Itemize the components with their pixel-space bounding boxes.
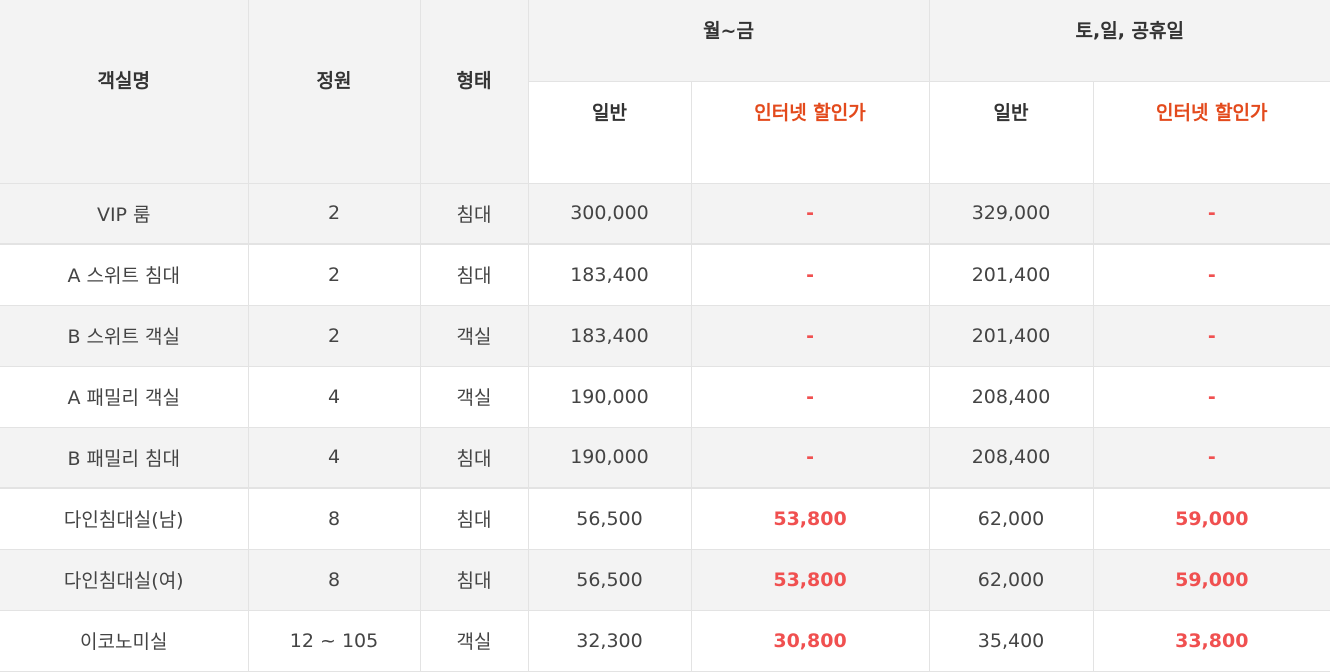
weekend-online-cell: -: [1093, 427, 1330, 489]
weekday-regular-cell: 183,400: [528, 243, 692, 306]
weekday-regular-cell: 300,000: [528, 183, 692, 245]
room-name-cell: 다인침대실(여): [0, 549, 249, 611]
header-weekend-online: 인터넷 할인가: [1093, 81, 1330, 184]
type-cell: 객실: [420, 305, 529, 367]
table-row: B 스위트 객실 2 객실 183,400 - 201,400 -: [0, 305, 1330, 367]
table-row: B 패밀리 침대 4 침대 190,000 - 208,400 -: [0, 427, 1330, 489]
room-name-cell: VIP 룸: [0, 183, 249, 245]
header-capacity: 정원: [248, 0, 421, 184]
type-cell: 객실: [420, 366, 529, 428]
weekday-regular-cell: 190,000: [528, 366, 692, 428]
table-row: 다인침대실(여) 8 침대 56,500 53,800 62,000 59,00…: [0, 549, 1330, 611]
capacity-cell: 8: [248, 549, 421, 611]
weekday-regular-cell: 183,400: [528, 305, 692, 367]
type-cell: 침대: [420, 487, 529, 550]
capacity-cell: 2: [248, 183, 421, 245]
table-row: A 패밀리 객실 4 객실 190,000 - 208,400 -: [0, 366, 1330, 428]
header-weekday-regular: 일반: [528, 81, 692, 184]
header-weekend-regular: 일반: [929, 81, 1094, 184]
weekday-online-cell: 53,800: [691, 549, 930, 611]
room-name-cell: A 패밀리 객실: [0, 366, 249, 428]
weekend-regular-cell: 35,400: [929, 610, 1094, 672]
weekday-online-cell: 30,800: [691, 610, 930, 672]
weekday-online-cell: -: [691, 183, 930, 245]
type-cell: 객실: [420, 610, 529, 672]
table-row: A 스위트 침대 2 침대 183,400 - 201,400 -: [0, 243, 1330, 306]
room-name-cell: 이코노미실: [0, 610, 249, 672]
room-name-cell: B 패밀리 침대: [0, 427, 249, 489]
weekday-regular-cell: 56,500: [528, 487, 692, 550]
weekend-regular-cell: 208,400: [929, 427, 1094, 489]
weekend-regular-cell: 201,400: [929, 305, 1094, 367]
table-row: 다인침대실(남) 8 침대 56,500 53,800 62,000 59,00…: [0, 487, 1330, 550]
capacity-cell: 4: [248, 427, 421, 489]
weekend-online-cell: -: [1093, 366, 1330, 428]
weekday-online-cell: 53,800: [691, 487, 930, 550]
weekday-regular-cell: 56,500: [528, 549, 692, 611]
weekday-online-cell: -: [691, 243, 930, 306]
weekday-regular-cell: 190,000: [528, 427, 692, 489]
weekday-online-cell: -: [691, 427, 930, 489]
weekend-regular-cell: 201,400: [929, 243, 1094, 306]
weekend-online-cell: -: [1093, 183, 1330, 245]
header-weekday-online: 인터넷 할인가: [691, 81, 930, 184]
weekday-regular-cell: 32,300: [528, 610, 692, 672]
capacity-cell: 12 ~ 105: [248, 610, 421, 672]
room-name-cell: B 스위트 객실: [0, 305, 249, 367]
capacity-cell: 2: [248, 243, 421, 306]
type-cell: 침대: [420, 427, 529, 489]
type-cell: 침대: [420, 243, 529, 306]
table-row: VIP 룸 2 침대 300,000 - 329,000 -: [0, 183, 1330, 245]
header-room-name: 객실명: [0, 0, 249, 184]
capacity-cell: 2: [248, 305, 421, 367]
table-row: 이코노미실 12 ~ 105 객실 32,300 30,800 35,400 3…: [0, 610, 1330, 672]
room-name-cell: A 스위트 침대: [0, 243, 249, 306]
weekend-online-cell: 59,000: [1093, 549, 1330, 611]
capacity-cell: 8: [248, 487, 421, 550]
weekend-online-cell: -: [1093, 243, 1330, 306]
type-cell: 침대: [420, 549, 529, 611]
room-name-cell: 다인침대실(남): [0, 487, 249, 550]
weekend-online-cell: 59,000: [1093, 487, 1330, 550]
weekday-online-cell: -: [691, 305, 930, 367]
weekend-regular-cell: 329,000: [929, 183, 1094, 245]
weekend-regular-cell: 62,000: [929, 487, 1094, 550]
weekend-online-cell: -: [1093, 305, 1330, 367]
weekend-regular-cell: 62,000: [929, 549, 1094, 611]
weekend-regular-cell: 208,400: [929, 366, 1094, 428]
header-type: 형태: [420, 0, 529, 184]
type-cell: 침대: [420, 183, 529, 245]
weekend-online-cell: 33,800: [1093, 610, 1330, 672]
header-weekday: 월~금: [528, 0, 930, 82]
capacity-cell: 4: [248, 366, 421, 428]
weekday-online-cell: -: [691, 366, 930, 428]
header-weekend: 토,일, 공휴일: [929, 0, 1330, 82]
